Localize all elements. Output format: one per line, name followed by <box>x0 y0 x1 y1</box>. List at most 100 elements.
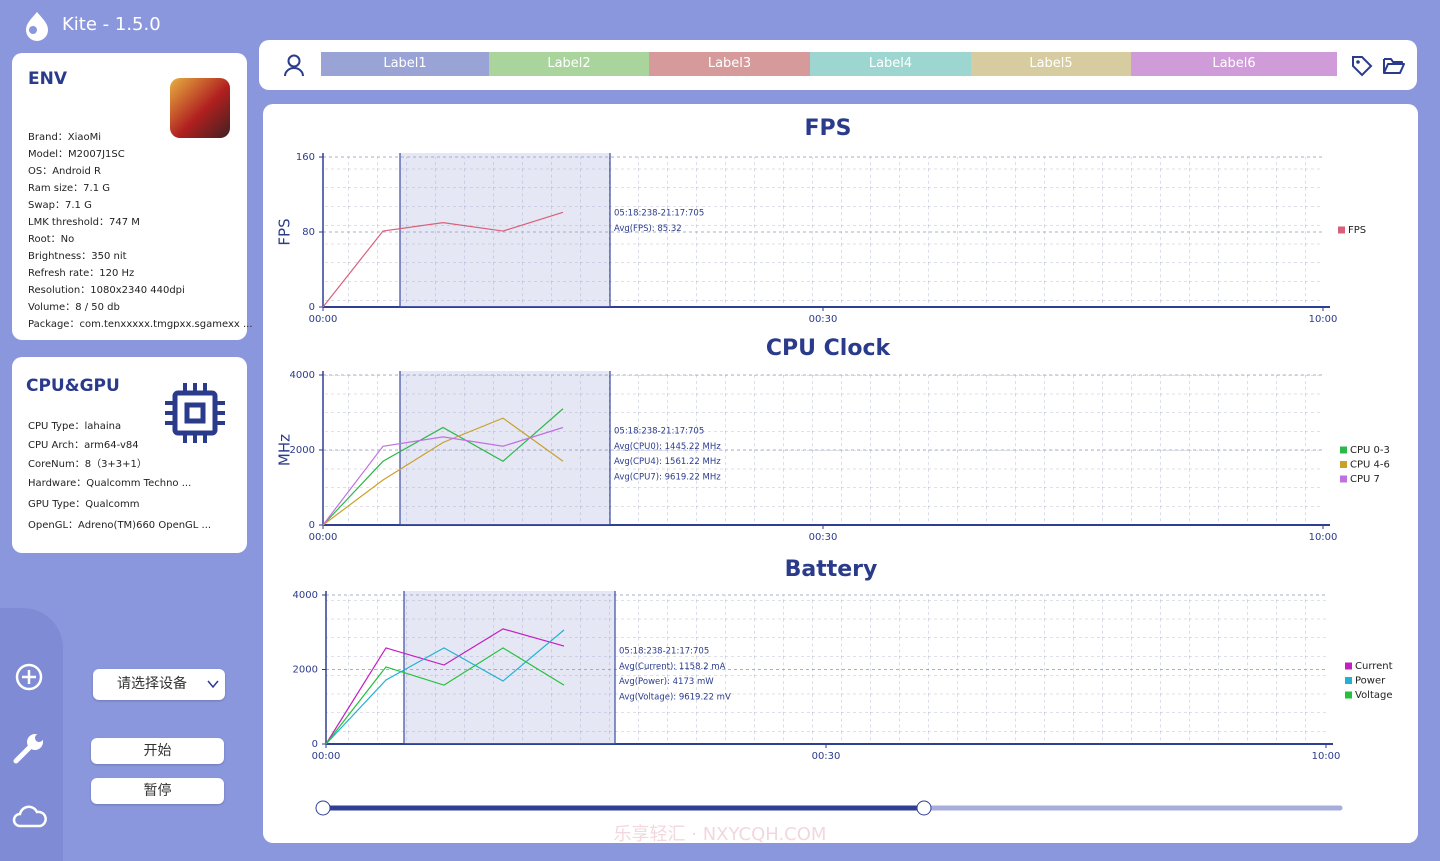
x-tick-label: 00:30 <box>812 751 841 762</box>
cpu-gpu-field: CoreNum：8（3+3+1） <box>28 459 147 470</box>
legend-label: CPU 0-3 <box>1350 445 1390 456</box>
annotation: Avg(CPU4): 1561.22 MHz <box>614 457 721 467</box>
legend-label: CPU 4-6 <box>1350 460 1390 471</box>
env-field: Model：M2007J1SC <box>28 149 125 160</box>
range-slider[interactable] <box>315 800 1343 816</box>
label-tag[interactable]: Label3 <box>649 52 810 76</box>
annotation: 05:18:238-21:17:705 <box>614 427 704 437</box>
annotation: 05:18:238-21:17:705 <box>614 209 704 219</box>
legend-swatch <box>1338 226 1345 234</box>
y-tick-label: 0 <box>312 739 318 750</box>
y-tick-label: 0 <box>309 520 315 531</box>
y-tick-label: 2000 <box>293 665 318 676</box>
env-field: Root：No <box>28 234 75 245</box>
start-button[interactable]: 开始 <box>91 738 224 764</box>
cpu-gpu-field: CPU Arch：arm64-v84 <box>28 440 139 451</box>
annotation: Avg(Voltage): 9619.22 mV <box>619 692 731 702</box>
legend-label: CPU 7 <box>1350 474 1380 485</box>
series-line <box>322 426 564 526</box>
env-field: Brightness：350 nit <box>28 251 127 262</box>
series-line <box>325 629 565 745</box>
x-tick-label: 10:00 <box>1309 314 1338 325</box>
series-line <box>322 408 564 526</box>
chart-title: FPS <box>805 116 852 141</box>
x-tick-label: 00:30 <box>809 314 838 325</box>
cpu-gpu-field: CPU Type：lahaina <box>28 421 122 432</box>
selection-range <box>404 591 615 744</box>
series-line <box>325 647 565 745</box>
chip-icon <box>165 383 225 443</box>
chart-title: CPU Clock <box>766 336 892 361</box>
chart-title: Battery <box>785 557 878 582</box>
pause-button[interactable]: 暂停 <box>91 778 224 804</box>
env-field: Package：com.tenxxxxx.tmgpxx.sgamexx ... <box>28 319 253 330</box>
x-tick-label: 10:00 <box>1309 532 1338 543</box>
legend-label: Current <box>1355 661 1393 672</box>
series-line <box>322 211 564 308</box>
cpu-gpu-title: CPU&GPU <box>26 376 120 396</box>
add-button[interactable] <box>15 663 43 691</box>
y-tick-label: 4000 <box>290 370 315 381</box>
y-tick-label: 4000 <box>293 590 318 601</box>
annotation: Avg(Current): 1158.2 mA <box>619 662 726 672</box>
annotation: Avg(FPS): 85.32 <box>614 224 682 234</box>
x-tick-label: 00:30 <box>809 532 838 543</box>
legend-swatch <box>1340 461 1347 468</box>
y-tick-label: 80 <box>302 227 315 238</box>
app-title: Kite - 1.5.0 <box>62 14 161 35</box>
env-panel: ENV Brand：XiaoMi Model：M2007J1SC OS：Androi… <box>12 53 253 340</box>
annotation: Avg(Power): 4173 mW <box>619 677 714 687</box>
cloud-button[interactable] <box>12 804 48 830</box>
sidebar <box>0 608 63 861</box>
label-tag[interactable]: Label5 <box>971 52 1131 76</box>
label-tag[interactable]: Label4 <box>810 52 971 76</box>
annotation: Avg(CPU7): 9619.22 MHz <box>614 472 721 482</box>
device-select-text: 请选择设备 <box>117 676 187 692</box>
y-tick-label: 2000 <box>290 445 315 456</box>
watermark: 乐享轻汇 · NXYCQH.COM <box>614 824 827 845</box>
folder-icon[interactable] <box>1382 56 1406 76</box>
series-line <box>322 417 564 526</box>
series-line <box>325 628 565 745</box>
legend-swatch <box>1345 662 1352 670</box>
y-axis-label: MHz <box>276 434 294 466</box>
env-field: OS：Android R <box>28 166 102 177</box>
x-tick-label: 00:00 <box>309 532 338 543</box>
env-field: Brand：XiaoMi <box>28 132 102 143</box>
legend-label: Voltage <box>1355 690 1393 701</box>
y-axis-label: FPS <box>276 218 294 245</box>
env-field: Refresh rate：120 Hz <box>28 268 135 279</box>
user-icon[interactable] <box>283 54 305 78</box>
label-tag[interactable]: Label1 <box>321 52 489 76</box>
cpu-gpu-field: GPU Type：Qualcomm <box>28 499 140 510</box>
legend-swatch <box>1340 475 1347 483</box>
cpu-gpu-field: Hardware：Qualcomm Techno ... <box>28 478 192 489</box>
device-select[interactable]: 请选择设备 <box>93 669 225 700</box>
selection-range <box>400 371 610 525</box>
x-tick-label: 10:00 <box>1312 751 1341 762</box>
annotation: 05:18:238-21:17:705 <box>619 647 709 657</box>
legend-swatch <box>1340 446 1347 454</box>
env-field: Swap：7.1 G <box>28 200 92 211</box>
y-tick-label: 160 <box>296 152 315 163</box>
cpu-gpu-field: OpenGL：Adreno(TM)660 OpenGL ... <box>28 520 212 531</box>
env-field: Resolution：1080x2340 440dpi <box>28 285 185 296</box>
legend-swatch <box>1345 691 1352 699</box>
label-tag[interactable]: Label6 <box>1131 52 1337 76</box>
tag-icon[interactable] <box>1351 55 1373 77</box>
env-field: LMK threshold：747 M <box>28 217 140 228</box>
env-field: Volume：8 / 50 db <box>28 302 120 313</box>
legend-label: FPS <box>1348 225 1366 236</box>
app-logo <box>26 12 48 41</box>
game-icon <box>170 78 230 138</box>
y-tick-label: 0 <box>309 302 315 313</box>
chevron <box>207 680 219 689</box>
cpu-gpu-panel: CPU&GPU CPU Type：lahaina CPU Arch：arm64-v… <box>12 357 247 553</box>
label-tag[interactable]: Label2 <box>489 52 649 76</box>
legend-label: Power <box>1355 676 1386 687</box>
settings-button[interactable] <box>12 731 46 765</box>
legend-swatch <box>1345 677 1352 684</box>
env-field: Ram size：7.1 G <box>28 183 110 194</box>
